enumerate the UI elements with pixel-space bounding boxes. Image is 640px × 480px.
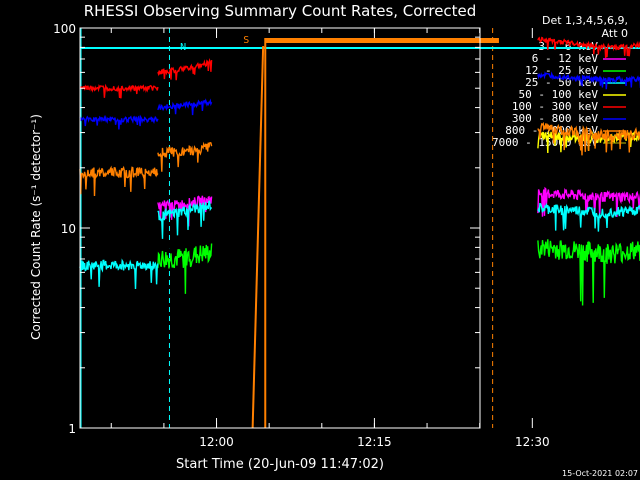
legend-label-4: 50 - 100 keV [519,88,599,101]
x-tick-label: 12:15 [357,435,392,449]
y-tick-label: 100 [53,22,76,36]
legend-label-5: 100 - 300 keV [512,100,598,113]
chart-title: RHESSI Observing Summary Count Rates, Co… [84,2,477,20]
series-line-5 [79,83,159,99]
series-line-5 [537,36,640,59]
series-line-2 [157,243,213,294]
legend-label-2: 12 - 25 keV [525,64,598,77]
y-tick-label: 10 [61,222,76,236]
legend-header-attenuator: Att 0 [602,27,628,40]
flag-label-saa: S [243,35,249,46]
series-line-2 [537,239,640,306]
y-axis-label: Corrected Count Rate (s⁻¹ detector⁻¹) [29,114,43,340]
series-line-0 [537,222,640,277]
series-line-1 [157,195,213,227]
saa-block [265,38,499,43]
saa-rise [251,45,265,429]
x-tick-label: 12:00 [199,435,234,449]
y-tick-label: 1 [68,422,76,436]
series-line-5 [157,57,213,81]
series-line-7 [79,165,159,197]
plot-area: NS [79,28,640,429]
timestamp: 15-Oct-2021 02:07 [562,469,638,478]
legend-label-6: 300 - 800 keV [512,112,598,125]
series-line-3 [157,200,213,239]
series-line-0 [157,232,207,282]
x-axis-label: Start Time (20-Jun-09 11:47:02) [176,457,384,472]
series-line-6 [157,98,213,116]
series-line-7 [537,121,640,156]
series-line-6 [79,114,159,130]
x-tick-label: 12:30 [515,435,550,449]
series-line-6 [537,71,640,90]
series-line-7 [157,141,213,172]
legend-label-1: 6 - 12 keV [532,52,599,65]
flag-label-night: N [180,42,186,53]
series-line-1 [537,186,640,218]
legend-header: Det 1,3,4,5,6,9, [542,14,628,27]
series-line-3 [79,258,159,290]
series-line-3 [537,202,640,232]
